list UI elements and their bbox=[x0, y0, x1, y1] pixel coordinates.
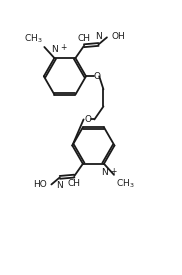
Text: N: N bbox=[95, 32, 101, 41]
Text: CH$_3$: CH$_3$ bbox=[116, 177, 135, 190]
Text: CH: CH bbox=[68, 179, 81, 188]
Text: +: + bbox=[60, 43, 66, 53]
Text: N: N bbox=[102, 168, 108, 177]
Text: OH: OH bbox=[111, 32, 125, 41]
Text: CH$_3$: CH$_3$ bbox=[24, 32, 43, 45]
Text: CH: CH bbox=[78, 34, 91, 43]
Text: O: O bbox=[85, 115, 92, 124]
Text: N: N bbox=[51, 45, 58, 54]
Text: +: + bbox=[110, 167, 117, 176]
Text: O: O bbox=[93, 72, 100, 81]
Text: N: N bbox=[56, 181, 63, 189]
Text: HO: HO bbox=[33, 180, 47, 189]
